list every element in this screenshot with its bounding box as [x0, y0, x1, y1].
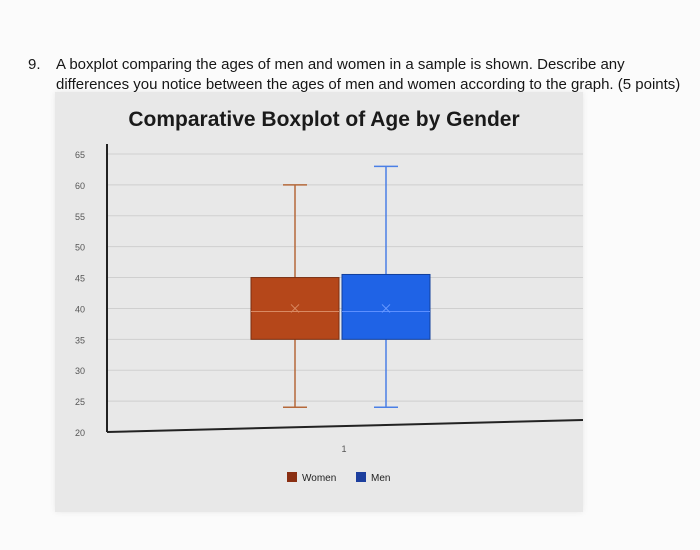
y-axis-ticks: 65 60 55 50 45 40 35 30 25 20	[75, 150, 85, 438]
legend-label: Women	[302, 473, 336, 484]
boxplot-chart: Comparative Boxplot of Age by Gender 65 6…	[55, 92, 583, 512]
y-tick-label: 55	[75, 212, 85, 222]
chart-title: Comparative Boxplot of Age by Gender	[128, 108, 519, 131]
boxes	[250, 165, 431, 409]
mean-x-stroke	[290, 304, 300, 313]
y-tick-label: 45	[75, 274, 85, 284]
mean-x-stroke	[381, 304, 391, 313]
box-men	[341, 165, 431, 409]
legend-label: Men	[371, 473, 390, 484]
y-tick-label: 20	[75, 428, 85, 438]
question-line-1: A boxplot comparing the ages of men and …	[56, 56, 625, 73]
grid-lines	[107, 153, 583, 402]
y-tick-label: 65	[75, 150, 85, 160]
y-tick-label: 35	[75, 335, 85, 345]
question-number: 9.	[28, 56, 41, 73]
legend-swatch	[287, 472, 297, 482]
mean-marker	[290, 304, 300, 313]
chart-svg: Comparative Boxplot of Age by Gender 656…	[75, 108, 583, 484]
legend: Women Men	[287, 472, 390, 484]
y-tick-label: 30	[75, 366, 85, 376]
y-tick-label: 40	[75, 304, 85, 314]
y-tick-label: 60	[75, 181, 85, 191]
y-tick-label: 50	[75, 243, 85, 253]
x-axis-line	[106, 419, 583, 433]
iqr-box	[341, 273, 431, 340]
legend-swatch	[356, 472, 366, 482]
mean-marker	[381, 304, 391, 313]
x-category-label: 1	[341, 444, 346, 454]
axes: 1	[106, 144, 583, 454]
question-line-2: differences you notice between the ages …	[56, 76, 681, 93]
y-tick-label: 25	[75, 397, 85, 407]
box-women	[250, 184, 340, 409]
